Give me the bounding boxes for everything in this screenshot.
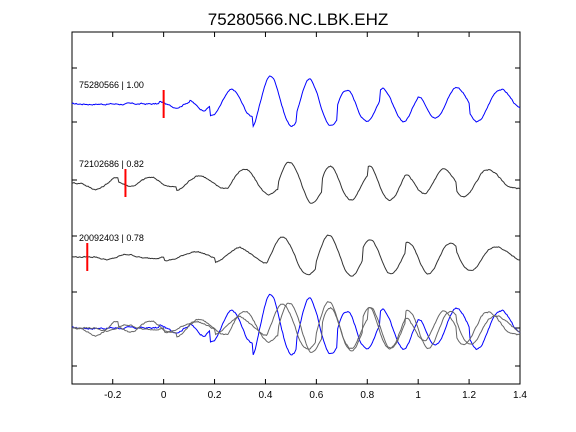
x-tick-label: -0.2: [104, 390, 122, 401]
x-tick-label: 1.2: [462, 390, 476, 401]
x-tick-label: 0.2: [208, 390, 222, 401]
overlay-trace-line: [71, 302, 521, 353]
trace-line: [71, 75, 521, 129]
x-tick-label: 0.8: [360, 390, 374, 401]
x-tick-label: 0.4: [259, 390, 273, 401]
overlay-trace-line: [71, 293, 521, 356]
trace-label: 20092403 | 0.78: [79, 233, 144, 243]
trace-label: 75280566 | 1.00: [79, 80, 144, 90]
y-ticks: [72, 67, 520, 367]
overlay-trace-line: [71, 301, 521, 352]
x-axis: -0.2 0 0.2 0.4 0.6 0.8 1 1.2 1.4: [104, 32, 527, 401]
x-tick-label: 0: [161, 390, 167, 401]
chart-title: 75280566.NC.LBK.EHZ: [208, 10, 389, 29]
overlay-stack: [71, 293, 521, 356]
trace-line: [71, 161, 521, 204]
x-tick-label: 1.4: [513, 390, 527, 401]
trace-labels: 75280566 | 1.00 72102686 | 0.82 20092403 |…: [79, 80, 144, 243]
plot-frame: [71, 31, 521, 385]
trace-line: [71, 234, 521, 277]
x-tick-label: 0.6: [309, 390, 323, 401]
traces: [71, 75, 521, 277]
x-tick-label: 1: [415, 390, 421, 401]
trace-label: 72102686 | 0.82: [79, 159, 144, 169]
